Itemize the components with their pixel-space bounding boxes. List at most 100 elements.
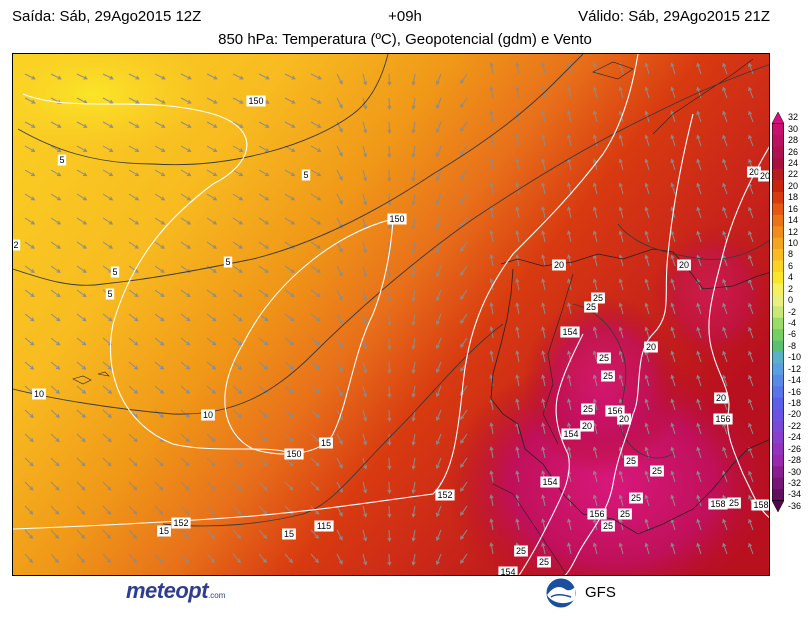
wind-arrow [619,543,624,555]
wind-arrow [362,193,367,205]
wind-arrow [154,145,165,152]
wind-arrow-head [618,374,623,379]
wind-arrow-head [435,200,440,206]
wind-arrow-head [56,196,62,201]
geopotential-label: 154 [500,567,515,576]
wind-arrow [412,337,416,349]
wind-arrow [593,135,598,147]
wind-arrow [490,471,494,483]
colorbar-tick: -14 [788,375,802,386]
wind-arrow-head [82,172,88,177]
wind-arrow-head [363,369,368,374]
temperature-label: 10 [203,410,213,420]
wind-arrow [412,217,416,229]
wind-arrow [671,183,676,195]
wind-arrow-head [387,441,392,447]
wind-arrow-head [592,182,598,187]
colorbar-tick: 18 [788,192,799,203]
wind-arrow-head [28,534,34,539]
wind-arrow [154,313,165,322]
wind-arrow [284,361,294,370]
wind-arrow [490,231,494,243]
wind-arrow [542,63,546,75]
temperature-label-bg [617,413,631,425]
wind-arrow-head [567,542,572,547]
wind-arrow [412,457,416,469]
wind-arrow-head [316,317,321,322]
wind-arrow-head [411,417,416,422]
wind-arrow-head [56,268,61,273]
wind-arrow-head [644,86,649,91]
wind-arrow [76,145,87,152]
wind-arrow-head [108,196,114,201]
temperature-label: 20 [582,421,592,431]
wind-arrow-head [237,389,243,394]
wind-arrow [516,471,520,483]
wind-arrow [671,375,676,387]
wind-arrow [76,193,87,201]
wind-arrow-head [618,134,623,139]
wind-arrow-head [134,196,140,201]
colorbar-segment [772,466,784,479]
wind-arrow [76,337,86,346]
wind-arrow [722,135,728,147]
wind-arrow [619,255,624,267]
temp-contour-5b [13,54,584,286]
wind-arrow-head [29,438,34,443]
wind-arrow [722,207,728,219]
wind-arrow-head [81,389,87,394]
wind-arrow [102,73,114,80]
wind-arrow-head [670,254,675,260]
wind-arrow-head [567,518,572,523]
wind-arrow [206,241,217,249]
wind-arrow-head [29,510,34,515]
wind-arrow-head [338,392,343,397]
wind-arrow [336,529,343,541]
wind-arrow [232,409,242,418]
wind-arrow-head [541,446,546,451]
temperature-label-bg [282,528,296,540]
wind-arrow-head [644,62,649,67]
wind-arrow [388,121,391,134]
temperature-colorbar [771,111,785,513]
wind-arrow-head [411,153,416,158]
wind-arrow [516,447,520,459]
wind-arrow-head [211,462,216,467]
wind-arrow-head [696,86,701,92]
wind-arrow-head [236,534,242,539]
wind-arrow [460,193,468,204]
wind-arrow-head [263,413,268,419]
wind-arrow [436,121,442,133]
map-title: 850 hPa: Temperatura (ºC), Geopotencial … [218,31,592,48]
wind-arrow-head [567,206,572,211]
colorbar-tick: -16 [788,386,802,397]
wind-arrow [388,553,391,566]
temperature-label: 25 [626,456,636,466]
wind-arrow-head [696,398,701,404]
wind-arrow-head [435,464,440,470]
wind-arrow [748,447,754,459]
hot-area-east [653,224,769,364]
wind-arrow [593,87,598,99]
wind-arrow [310,457,320,467]
wind-arrow-head [133,389,139,394]
forecast-lead: +09h [388,8,422,25]
geopotential-label-bg [314,520,334,532]
temperature-label: 25 [539,557,549,567]
wind-arrow-head [160,268,165,273]
wind-arrow [567,375,572,387]
wind-arrow [206,529,215,539]
wind-arrow-head [515,206,520,211]
wind-arrow [412,481,416,493]
geopotential-label: 152 [173,518,188,528]
wind-arrow-head [722,254,727,260]
wind-arrow-head [82,317,87,322]
wind-arrow-head [567,494,572,499]
wind-arrow [490,279,494,291]
wind-arrow-head [748,518,753,524]
wind-arrow [206,481,216,491]
wind-arrow-head [108,244,113,249]
wind-arrow-head [435,560,440,566]
temperature-label-bg [597,352,611,364]
wind-arrow-head [460,415,465,420]
